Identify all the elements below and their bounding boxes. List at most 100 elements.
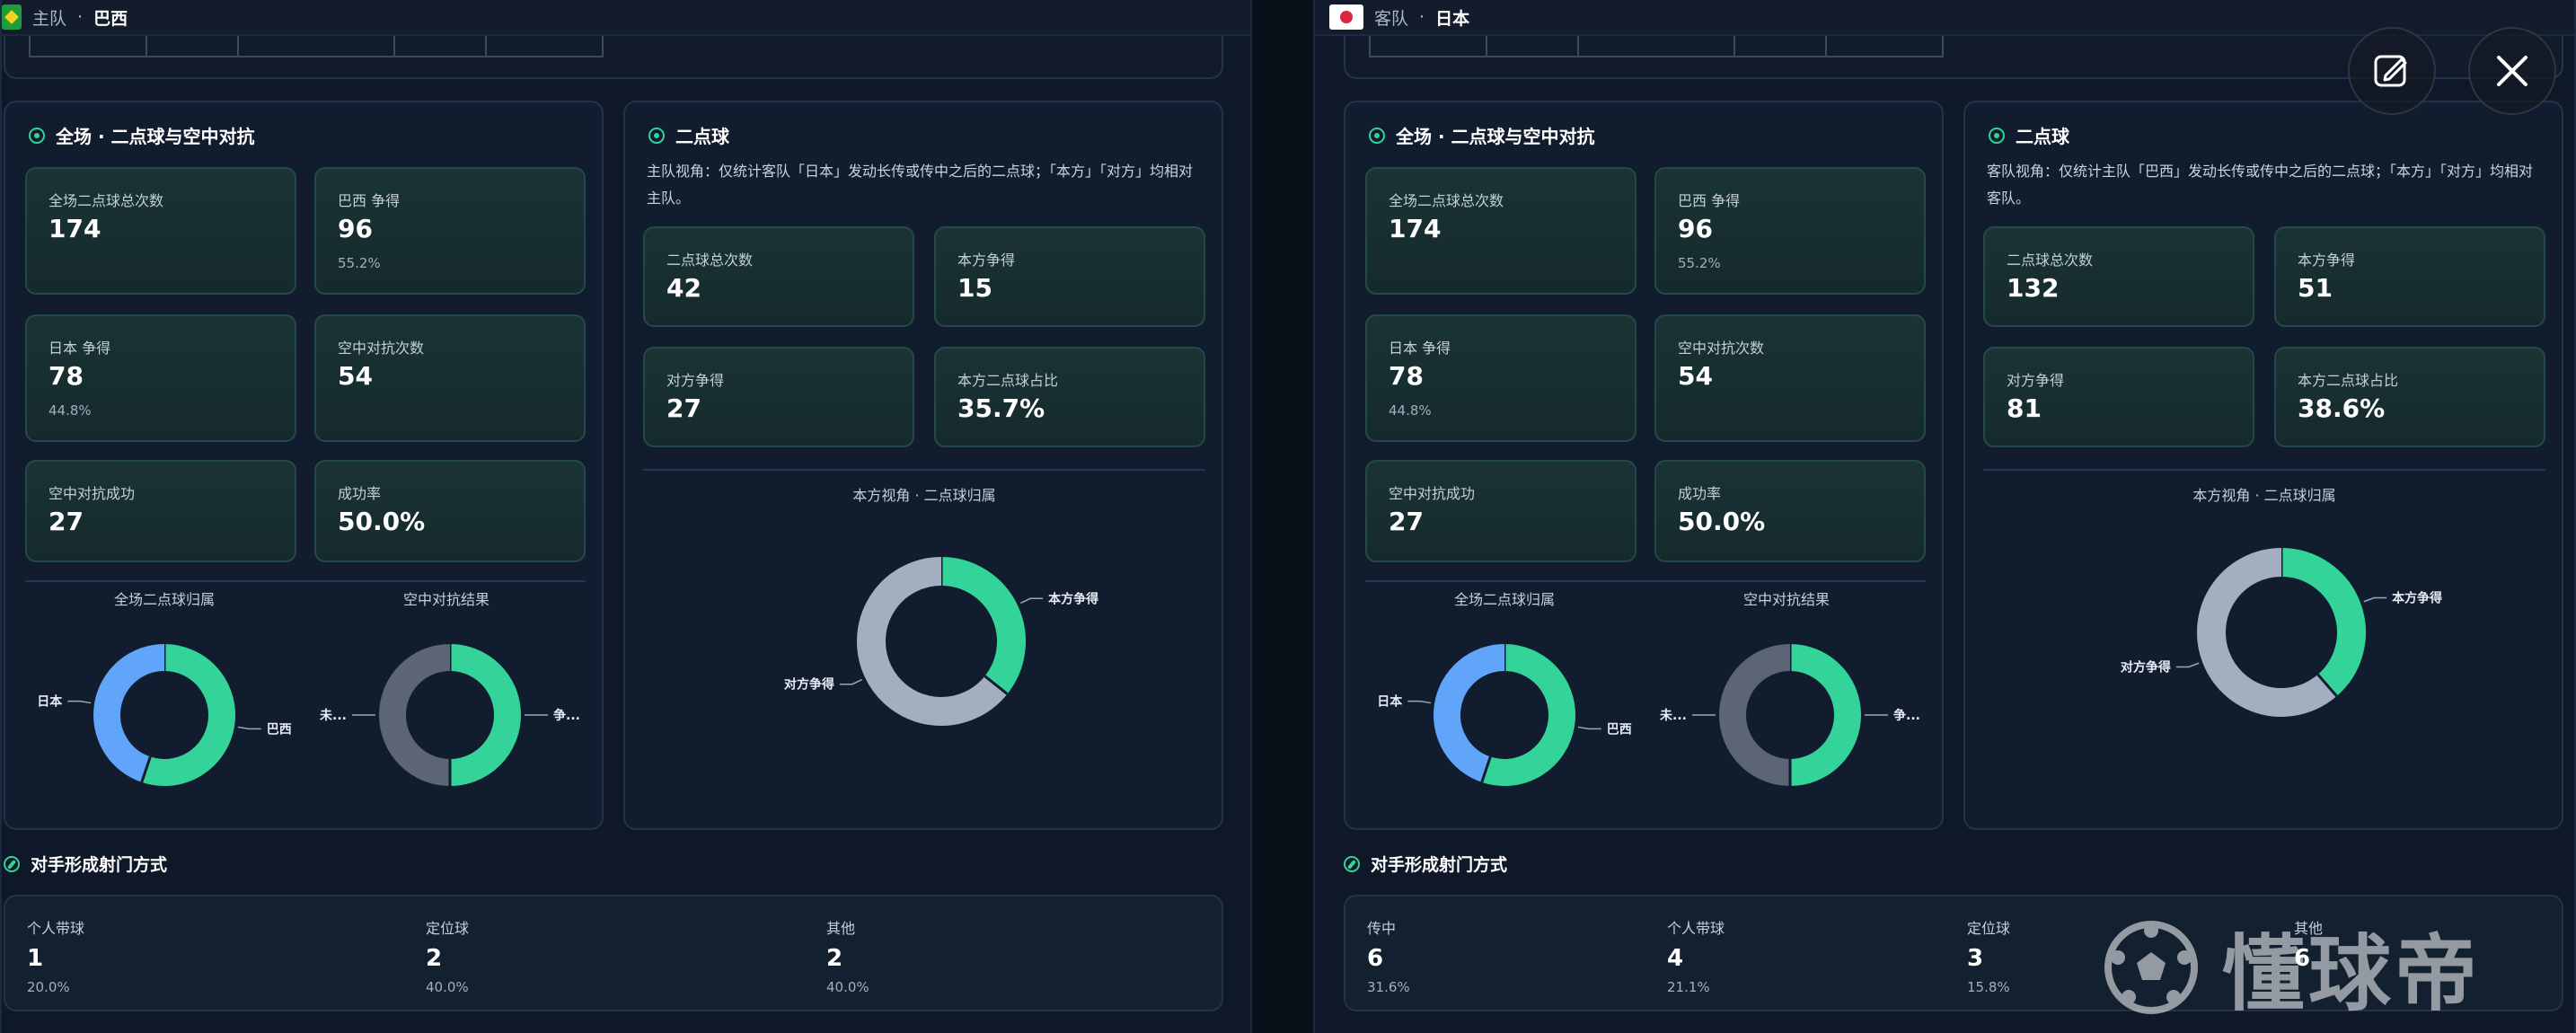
- stat-brazil-won: 巴西 争得 96 55.2%: [1654, 167, 1926, 295]
- watermark: 懂球帝: [2102, 907, 2481, 1027]
- donut-slice: [93, 644, 165, 782]
- goal-method-item: 个人带球 4 21.1%: [1667, 916, 1725, 995]
- stat-label: 日本 争得: [1389, 340, 1451, 357]
- donut-slice-label: 对方争得: [784, 677, 834, 693]
- stat-label: 全场二点球总次数: [1389, 192, 1504, 209]
- stat-label: 本方争得: [957, 252, 1016, 269]
- card-title: 全场 · 二点球与空中对抗: [1369, 122, 1595, 148]
- stat-own-won: 本方争得 51: [2274, 226, 2545, 327]
- stat-total-second-balls: 全场二点球总次数 174: [25, 167, 296, 295]
- stat-aerial-won: 空中对抗成功 27: [1365, 460, 1636, 562]
- donut-slice-label: 本方争得: [1048, 591, 1098, 606]
- card-title-text: 二点球: [675, 126, 729, 147]
- goal-method-value: 1: [27, 945, 44, 972]
- stat-japan-won: 日本 争得 78 44.8%: [25, 314, 296, 442]
- divider: [1983, 469, 2545, 471]
- stat-label: 空中对抗成功: [49, 485, 136, 502]
- goal-method-value: 2: [826, 945, 843, 972]
- stat-label: 巴西 争得: [338, 192, 401, 209]
- stat-label: 本方二点球占比: [957, 372, 1059, 389]
- stat-value: 54: [338, 361, 373, 391]
- stat-value: 132: [2007, 273, 2060, 303]
- goal-method-value: 6: [1367, 945, 1384, 972]
- stat-value: 78: [49, 361, 84, 391]
- goal-method-value: 3: [1967, 945, 1984, 972]
- donut-slice-separator: [1480, 755, 1492, 783]
- donut-label-leader: [839, 678, 863, 685]
- stat-value: 27: [1389, 507, 1424, 536]
- stat-value: 174: [49, 214, 101, 243]
- card-description: 客队视角：仅统计主队「巴西」发动长传或传中之后的二点球；「本方」「对方」均相对客…: [1987, 163, 2534, 207]
- card-title-text: 二点球: [2016, 126, 2069, 147]
- stat-value: 27: [666, 393, 701, 423]
- goal-method-item: 传中 6 31.6%: [1367, 916, 1410, 995]
- donut-slice: [1719, 644, 1791, 786]
- stat-value: 27: [49, 507, 84, 536]
- second-ball-ownership-donut: 巴西 日本: [37, 644, 292, 786]
- panel-header: 客队 · 日本: [1315, 0, 2574, 36]
- stat-value: 38.6%: [2298, 393, 2386, 423]
- close-button[interactable]: [2468, 27, 2556, 115]
- stat-opponent-won: 对方争得 81: [1983, 347, 2254, 447]
- card-title-text: 全场 · 二点球与空中对抗: [56, 126, 255, 147]
- stat-label: 空中对抗次数: [338, 340, 425, 357]
- brazil-flag-icon: [2, 4, 22, 30]
- second-ball-ownership-donut: 巴西 日本: [1377, 644, 1632, 786]
- donut-slice-label: 争...: [1893, 708, 1920, 723]
- donut-label-leader: [2175, 662, 2200, 668]
- second-ball-card: 二点球 主队视角：仅统计客队「日本」发动长传或传中之后的二点球；「本方」「对方」…: [623, 101, 1223, 830]
- target-icon: [29, 127, 45, 144]
- section-title: 对手形成射门方式: [1344, 852, 1507, 876]
- stat-label: 对方争得: [666, 372, 725, 389]
- stat-percent: 44.8%: [49, 402, 92, 419]
- stat-own-ratio: 本方二点球占比 35.7%: [934, 347, 1205, 447]
- edit-note-button[interactable]: [2348, 27, 2436, 115]
- stat-own-won: 本方争得 15: [934, 226, 1205, 327]
- target-icon: [1989, 127, 2005, 144]
- separator: ·: [1419, 7, 1425, 27]
- goal-method-label: 定位球: [426, 920, 470, 937]
- goal-method-label: 传中: [1367, 920, 1397, 937]
- card-title: 全场 · 二点球与空中对抗: [29, 122, 255, 148]
- donut-label-leader: [1577, 726, 1601, 730]
- card-title-text: 全场 · 二点球与空中对抗: [1396, 126, 1595, 147]
- donut-slice-label: 对方争得: [2121, 659, 2171, 675]
- stub-table: [29, 36, 604, 57]
- aerial-duel-result-donut: 争... 未...: [1660, 644, 1920, 786]
- stat-value: 35.7%: [957, 393, 1045, 423]
- goal-method-value: 4: [1667, 945, 1684, 972]
- stat-second-ball-total: 二点球总次数 132: [1983, 226, 2254, 327]
- stat-value: 50.0%: [1678, 507, 1766, 536]
- stat-label: 巴西 争得: [1678, 192, 1741, 209]
- aerial-duel-result-donut: 争... 未...: [320, 644, 580, 786]
- donut-slice-separator: [140, 755, 152, 783]
- chart-title: 空中对抗结果: [402, 591, 490, 608]
- japan-flag-icon: [1329, 4, 1363, 30]
- panel-header: 主队 · 巴西: [2, 0, 1250, 36]
- second-ball-card: 二点球 客队视角：仅统计主队「巴西」发动长传或传中之后的二点球；「本方」「对方」…: [1963, 101, 2563, 830]
- stat-value: 96: [338, 214, 373, 243]
- section-title: 对手形成射门方式: [4, 852, 167, 876]
- watermark-text: 懂球帝: [2222, 926, 2482, 1022]
- donut-slice-label: 日本: [37, 694, 63, 710]
- donut-slice: [1789, 644, 1861, 786]
- goal-methods-card: 传中 6 31.6% 个人带球 4 21.1% 定位球 3 15.8% 其他 6: [1344, 895, 2563, 1011]
- full-match-card: 全场 · 二点球与空中对抗 全场二点球总次数 174 巴西 争得 96 55.2…: [1344, 101, 1944, 830]
- stub-table: [1369, 36, 1944, 57]
- donut-label-leader: [237, 726, 261, 730]
- donut-slice-label: 未...: [320, 708, 347, 723]
- donut-slice: [940, 557, 1026, 694]
- goal-method-label: 其他: [2294, 920, 2324, 937]
- goal-method-item: 定位球 3 15.8%: [1967, 916, 2010, 995]
- donut-label-leader: [1407, 700, 1432, 704]
- donut-slice-separator: [984, 675, 1009, 695]
- goal-method-value: 2: [426, 945, 443, 972]
- stat-percent: 55.2%: [1678, 255, 1721, 271]
- target-icon: [648, 127, 665, 144]
- stat-label: 对方争得: [2007, 372, 2065, 389]
- goal-method-percent: 21.1%: [1667, 979, 1710, 995]
- divider: [25, 580, 586, 582]
- divider: [1365, 580, 1926, 582]
- stat-aerial-won: 空中对抗成功 27: [25, 460, 296, 562]
